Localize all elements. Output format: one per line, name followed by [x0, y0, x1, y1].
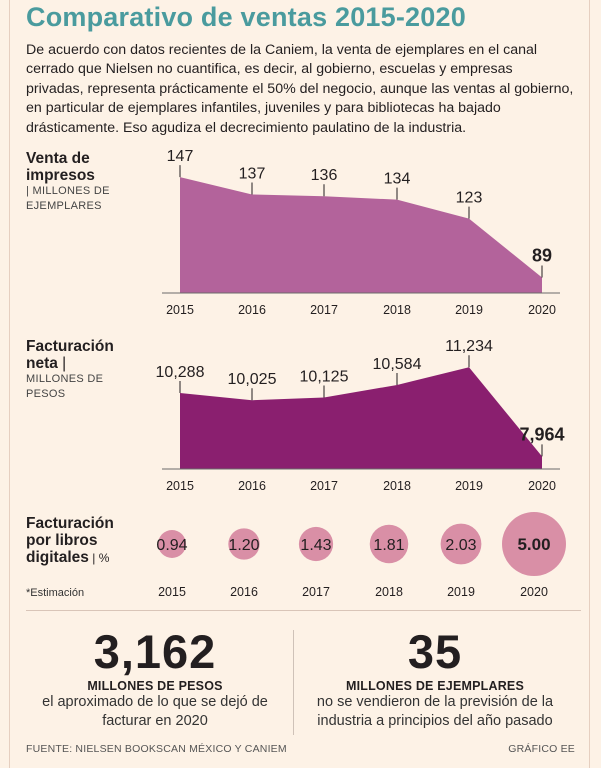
data-label: 147 [167, 148, 194, 165]
value-bubble [502, 512, 566, 576]
x-tick-label: 2018 [375, 585, 403, 599]
impresos-unit: | MILLONES DE EJEMPLARES [26, 185, 110, 212]
data-label: 2.03 [445, 537, 476, 554]
data-label: 89 [532, 245, 552, 265]
neta-label: Facturación neta | MILLONES DE PESOS [26, 338, 136, 402]
stat-pesos-caption: MILLONES DE PESOS [87, 679, 223, 693]
digitales-label: Facturación por libros digitales | % [26, 515, 136, 567]
data-label: 10,125 [300, 368, 349, 385]
x-tick-label: 2020 [520, 585, 548, 599]
digitales-bubble-chart: 0.94 2015 1.20 2016 1.43 2017 1.81 2018 2.03 2019… [156, 512, 566, 599]
x-tick-label: 2018 [383, 303, 411, 317]
stat-pesos-desc: el aproximado de lo que se dejó de factu… [42, 694, 268, 729]
value-bubble [298, 526, 334, 562]
stat-ejemplares: 35 MILLONES DE EJEMPLARES no se vendiero… [300, 628, 570, 731]
stat-pesos: 3,162 MILLONES DE PESOS el aproximado de… [20, 628, 290, 731]
x-tick-label: 2017 [310, 479, 338, 493]
data-label: 134 [384, 171, 411, 188]
data-label: 1.20 [228, 537, 259, 554]
data-label: 136 [311, 167, 338, 184]
area-fill [180, 367, 542, 469]
x-tick-label: 2019 [447, 585, 475, 599]
neta-area-chart: 10,288 2015 10,025 2016 10,125 2017 10,584 2018… [156, 338, 565, 493]
divider-horizontal [26, 610, 581, 611]
estimation-note: *Estimación [26, 587, 85, 599]
x-tick-label: 2019 [455, 303, 483, 317]
data-label: 10,288 [156, 364, 205, 381]
digitales-title: Facturación por libros digitales | % [26, 515, 114, 566]
page-title: Comparativo de ventas 2015-2020 [26, 2, 466, 32]
data-label: 123 [456, 190, 483, 207]
x-tick-label: 2017 [302, 585, 330, 599]
data-label: 0.94 [156, 537, 187, 554]
data-label: 137 [239, 165, 266, 182]
stat-ejemplares-number: 35 [407, 625, 463, 678]
data-label: 10,025 [228, 371, 277, 388]
value-bubble [369, 524, 409, 564]
x-tick-label: 2019 [455, 479, 483, 493]
data-label: 10,584 [373, 356, 422, 373]
divider-vertical [293, 630, 294, 735]
impresos-area-chart: 147 2015 137 2016 136 2017 134 2018 123 2019 89 202… [162, 148, 560, 317]
x-tick-label: 2020 [528, 303, 556, 317]
data-label: 5.00 [517, 535, 550, 554]
area-fill [180, 177, 542, 293]
neta-title: Facturación neta | [26, 338, 114, 372]
credit-footer: GRÁFICO EE [508, 743, 575, 755]
neta-unit: MILLONES DE PESOS [26, 373, 104, 400]
x-tick-label: 2017 [310, 303, 338, 317]
stat-ejemplares-caption: MILLONES DE EJEMPLARES [345, 679, 525, 693]
page-frame [9, 0, 590, 768]
x-tick-label: 2016 [238, 479, 266, 493]
stat-ejemplares-desc: no se vendieron de la previsión de la in… [316, 694, 554, 729]
data-label: 7,964 [519, 424, 564, 444]
x-tick-label: 2016 [230, 585, 258, 599]
x-tick-label: 2015 [166, 479, 194, 493]
stat-pesos-number: 3,162 [93, 625, 217, 678]
impresos-label: Venta de impresos | MILLONES DE EJEMPLAR… [26, 150, 136, 214]
x-tick-label: 2016 [238, 303, 266, 317]
impresos-title: Venta de impresos [26, 150, 95, 184]
x-tick-label: 2015 [158, 585, 186, 599]
intro-paragraph: De acuerdo con datos recientes de la Can… [26, 42, 574, 136]
x-tick-label: 2018 [383, 479, 411, 493]
x-tick-label: 2015 [166, 303, 194, 317]
value-bubble [440, 523, 482, 565]
data-label: 11,234 [445, 338, 493, 355]
source-footer: FUENTE: NIELSEN BOOKSCAN MÉXICO Y CANIEM [26, 743, 287, 755]
data-label: 1.43 [300, 537, 331, 554]
value-bubble [158, 530, 186, 558]
data-label: 1.81 [373, 537, 404, 554]
value-bubble [228, 528, 260, 560]
x-tick-label: 2020 [528, 479, 556, 493]
